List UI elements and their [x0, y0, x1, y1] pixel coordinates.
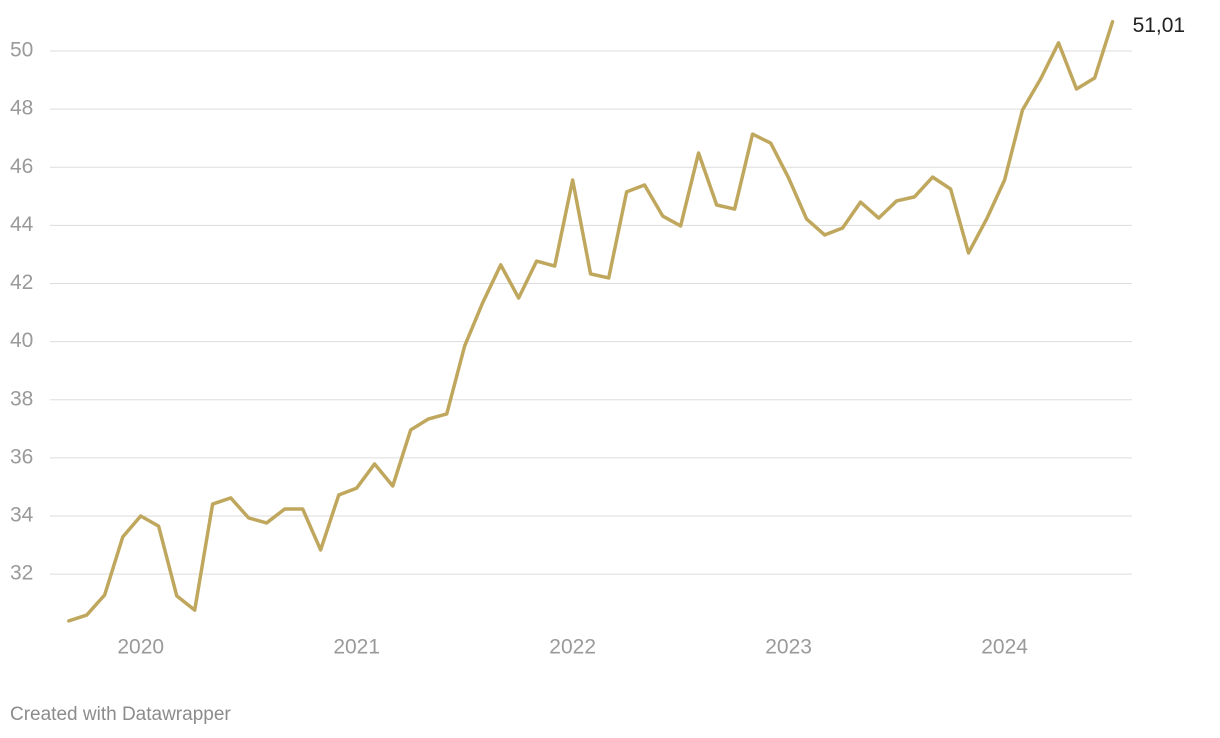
y-tick-label: 46: [10, 155, 33, 178]
x-tick-label: 2020: [117, 636, 164, 659]
y-tick-label: 40: [10, 329, 33, 352]
value-label: 51,01: [1133, 14, 1186, 37]
x-tick-label: 2023: [765, 636, 812, 659]
x-tick-label: 2024: [981, 636, 1028, 659]
y-tick-label: 32: [10, 562, 33, 585]
y-tick-label: 44: [10, 213, 34, 236]
line: [67, 19, 1115, 623]
y-tick-label: 38: [10, 387, 33, 410]
credit: Created with Datawrapper: [10, 704, 231, 725]
y-tick-label: 50: [10, 39, 33, 62]
y-tick-label: 48: [10, 97, 33, 120]
y-tick-label: 34: [10, 504, 34, 527]
x-tick-label: 2022: [549, 636, 596, 659]
y-tick-label: 42: [10, 271, 33, 294]
x-tick-label: 2021: [333, 636, 380, 659]
y-tick-label: 36: [10, 445, 33, 468]
